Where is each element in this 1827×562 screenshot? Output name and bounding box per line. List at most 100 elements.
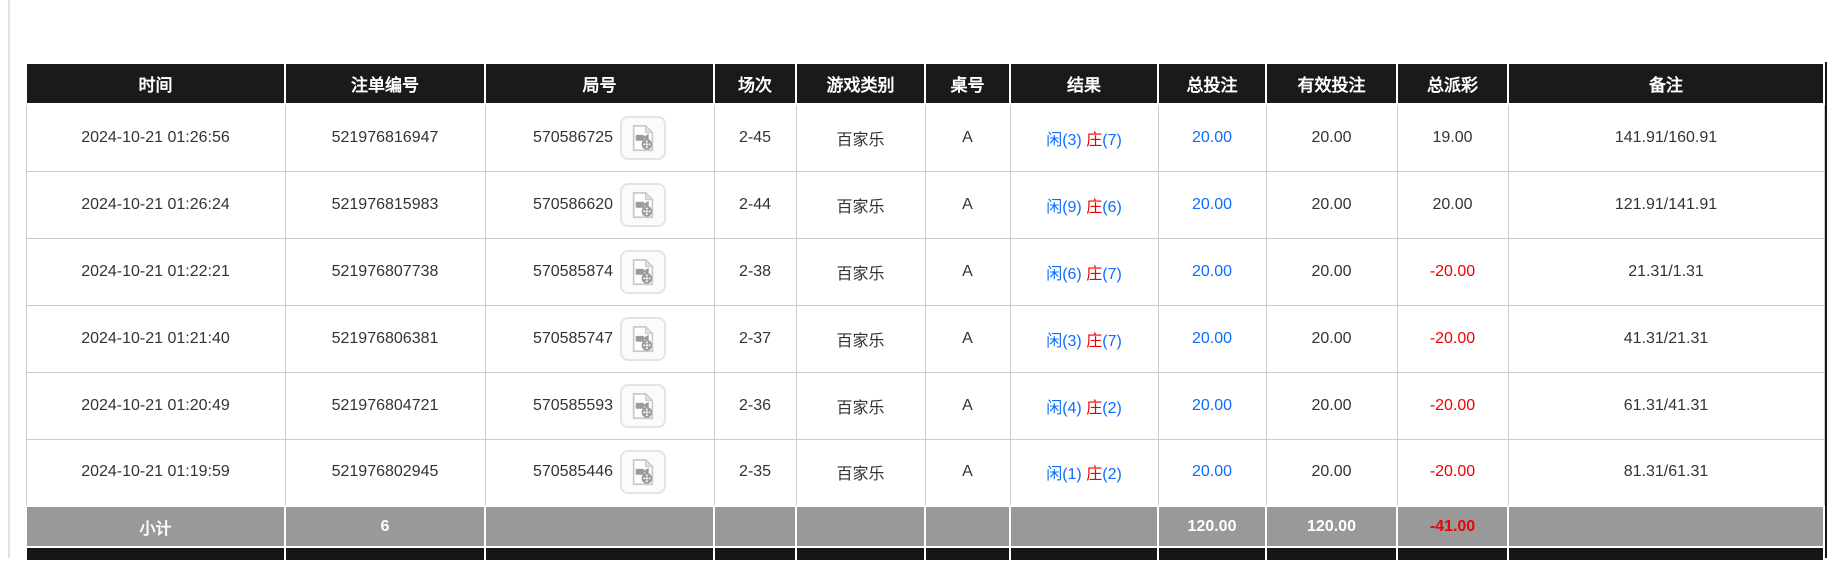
cutoff-cell xyxy=(484,546,715,562)
cutoff-cell xyxy=(1507,546,1825,562)
table-row: 2024-10-21 01:21:40 521976806381 570585747… xyxy=(25,304,1825,373)
banker-result-points: (7) xyxy=(1102,332,1122,350)
player-result: 闲(3) xyxy=(1046,131,1082,149)
col-header-game_type: 游戏类别 xyxy=(795,62,926,105)
table-row: 2024-10-21 01:19:59 521976802945 570585446… xyxy=(25,438,1825,507)
cutoff-cell xyxy=(924,546,1011,562)
cell-game_type: 百家乐 xyxy=(795,103,926,172)
cell-total_payout: -20.00 xyxy=(1396,237,1509,306)
round-cell-content: 570585593 xyxy=(486,383,714,428)
round-number: 570585446 xyxy=(532,463,614,481)
round-cell-content: 570585747 xyxy=(486,316,714,361)
round-number: 570585874 xyxy=(532,262,614,280)
cell-total_bet: 20.00 xyxy=(1157,237,1267,306)
player-result: 闲(6) xyxy=(1046,265,1082,283)
cutoff-cell xyxy=(713,546,797,562)
banker-result-points: (2) xyxy=(1102,466,1122,484)
cell-total_bet: 20.00 xyxy=(1157,103,1267,172)
video-file-icon xyxy=(632,258,654,285)
video-replay-button[interactable] xyxy=(620,115,667,160)
col-header-total_payout: 总派彩 xyxy=(1396,62,1509,105)
subtotal-bet-count: 6 xyxy=(284,505,486,548)
video-replay-button[interactable] xyxy=(620,316,667,361)
cell-bet_id: 521976815983 xyxy=(284,170,486,239)
cell-valid_bet: 20.00 xyxy=(1265,371,1398,440)
cell-bet_id: 521976816947 xyxy=(284,103,486,172)
cell-result: 闲(3) 庄(7) xyxy=(1009,103,1159,172)
col-header-bet_id: 注单编号 xyxy=(284,62,486,105)
cell-session: 2-38 xyxy=(713,237,797,306)
cell-session: 2-36 xyxy=(713,371,797,440)
subtotal-empty-remark xyxy=(1507,505,1825,548)
subtotal-empty-table-no xyxy=(924,505,1011,548)
cell-table_no: A xyxy=(924,237,1011,306)
cell-valid_bet: 20.00 xyxy=(1265,237,1398,306)
next-row-cutoff xyxy=(25,546,1825,562)
cell-round_id: 570585446 xyxy=(484,438,715,507)
subtotal-empty-round xyxy=(484,505,715,548)
cell-result: 闲(1) 庄(2) xyxy=(1009,438,1159,507)
cutoff-cell xyxy=(1396,546,1509,562)
cell-total_payout: -20.00 xyxy=(1396,304,1509,373)
cell-remark: 41.31/21.31 xyxy=(1507,304,1825,373)
cutoff-cell xyxy=(1157,546,1267,562)
cell-session: 2-37 xyxy=(713,304,797,373)
banker-result-points: (7) xyxy=(1102,131,1122,149)
cell-game_type: 百家乐 xyxy=(795,170,926,239)
banker-result-points: (2) xyxy=(1102,399,1122,417)
cell-round_id: 570586620 xyxy=(484,170,715,239)
video-replay-button[interactable] xyxy=(620,249,667,294)
banker-result-points: (6) xyxy=(1102,198,1122,216)
cell-remark: 61.31/41.31 xyxy=(1507,371,1825,440)
cutoff-cell xyxy=(1009,546,1159,562)
col-header-time: 时间 xyxy=(25,62,286,105)
col-header-round_id: 局号 xyxy=(484,62,715,105)
video-replay-button[interactable] xyxy=(620,450,667,495)
table-row: 2024-10-21 01:26:24 521976815983 570586620… xyxy=(25,170,1825,239)
cell-result: 闲(3) 庄(7) xyxy=(1009,304,1159,373)
table-row: 2024-10-21 01:20:49 521976804721 570585593… xyxy=(25,371,1825,440)
cell-result: 闲(4) 庄(2) xyxy=(1009,371,1159,440)
cutoff-cell xyxy=(25,546,286,562)
video-replay-button[interactable] xyxy=(620,182,667,227)
cell-round_id: 570585747 xyxy=(484,304,715,373)
subtotal-empty-session xyxy=(713,505,797,548)
cutoff-cell xyxy=(795,546,926,562)
cutoff-cell xyxy=(284,546,486,562)
col-header-result: 结果 xyxy=(1009,62,1159,105)
cell-remark: 21.31/1.31 xyxy=(1507,237,1825,306)
video-replay-button[interactable] xyxy=(620,383,667,428)
cell-total_bet: 20.00 xyxy=(1157,304,1267,373)
round-cell-content: 570586725 xyxy=(486,115,714,160)
round-number: 570585593 xyxy=(532,396,614,414)
subtotal-total-payout: -41.00 xyxy=(1396,505,1509,548)
cell-game_type: 百家乐 xyxy=(795,371,926,440)
table-row: 2024-10-21 01:26:56 521976816947 570586725… xyxy=(25,103,1825,172)
banker-result-label: 庄 xyxy=(1086,399,1103,417)
cell-result: 闲(9) 庄(6) xyxy=(1009,170,1159,239)
player-result: 闲(1) xyxy=(1046,466,1082,484)
banker-result-label: 庄 xyxy=(1086,265,1103,283)
cell-time: 2024-10-21 01:20:49 xyxy=(25,371,286,440)
banker-result-label: 庄 xyxy=(1086,466,1103,484)
cell-valid_bet: 20.00 xyxy=(1265,304,1398,373)
table-header-row: 时间 注单编号 局号 场次 游戏类别 桌号 结果 总投注 有效投注 总派彩 备注 xyxy=(25,62,1825,105)
video-file-icon xyxy=(632,392,654,419)
cell-valid_bet: 20.00 xyxy=(1265,103,1398,172)
cell-time: 2024-10-21 01:26:56 xyxy=(25,103,286,172)
round-cell-content: 570586620 xyxy=(486,182,714,227)
cell-total_bet: 20.00 xyxy=(1157,170,1267,239)
player-result: 闲(9) xyxy=(1046,198,1082,216)
cell-time: 2024-10-21 01:21:40 xyxy=(25,304,286,373)
left-window-border xyxy=(8,0,10,558)
banker-result-label: 庄 xyxy=(1086,131,1103,149)
cell-game_type: 百家乐 xyxy=(795,304,926,373)
col-header-valid_bet: 有效投注 xyxy=(1265,62,1398,105)
cell-round_id: 570586725 xyxy=(484,103,715,172)
banker-result-label: 庄 xyxy=(1086,332,1103,350)
player-result: 闲(4) xyxy=(1046,399,1082,417)
player-result: 闲(3) xyxy=(1046,332,1082,350)
round-number: 570586725 xyxy=(532,128,614,146)
subtotal-valid-bet: 120.00 xyxy=(1265,505,1398,548)
